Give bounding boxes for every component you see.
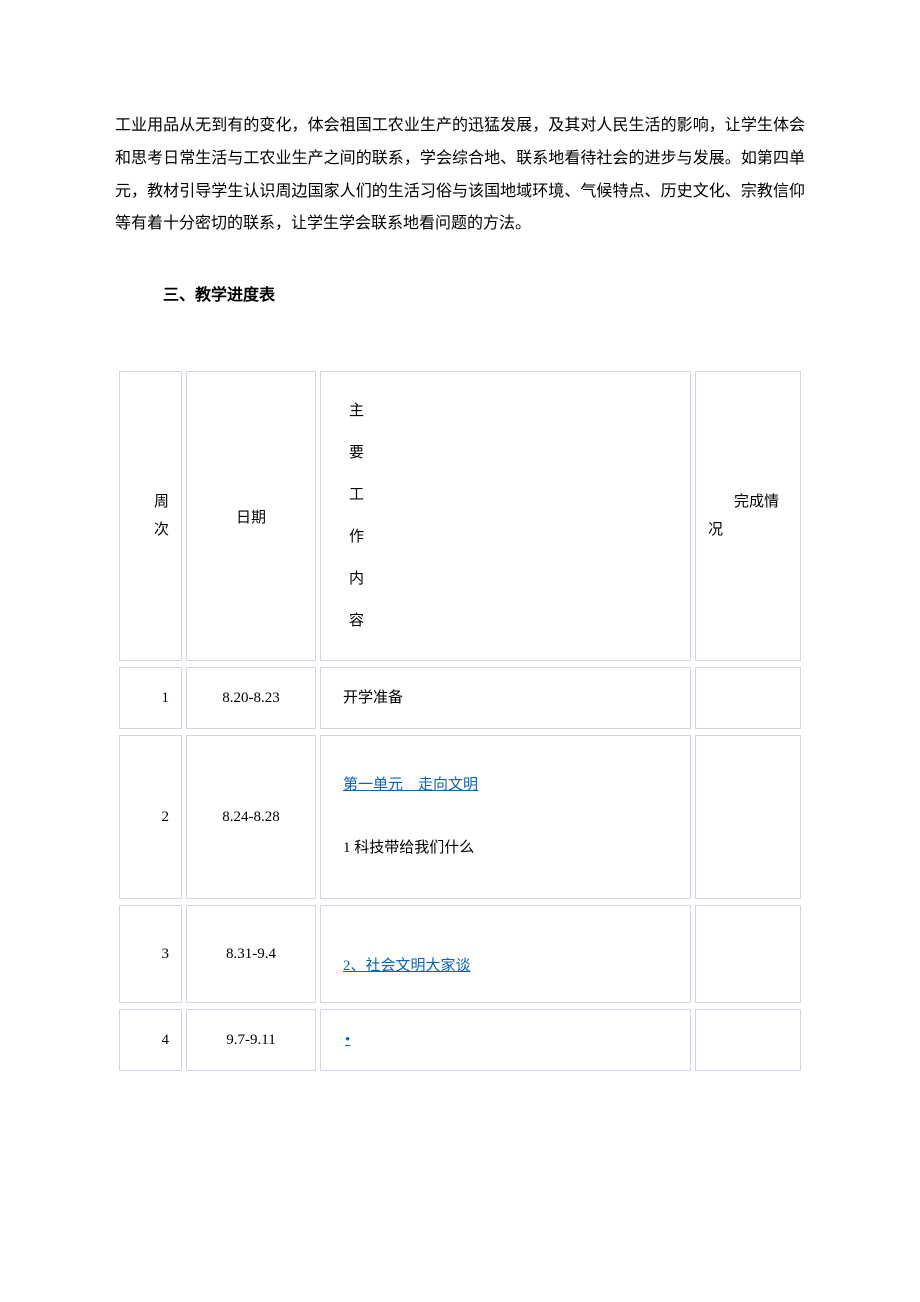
- cell-content: 第一单元 走向文明 1 科技带给我们什么: [320, 735, 691, 899]
- body-paragraph: 工业用品从无到有的变化，体会祖国工农业生产的迅猛发展，及其对人民生活的影响，让学…: [115, 110, 805, 241]
- cell-week: 2: [119, 735, 182, 899]
- cell-week: 4: [119, 1009, 182, 1071]
- cell-status: [695, 667, 801, 729]
- table-header-row: 周次 日期 主 要 工 作 内 容 完成情况: [119, 371, 801, 661]
- cell-status: [695, 1009, 801, 1071]
- cell-status: [695, 905, 801, 1003]
- schedule-table: 周次 日期 主 要 工 作 内 容 完成情况 1 8.20-8.23 开学准备 …: [115, 365, 805, 1077]
- header-content-char: 要: [349, 432, 678, 474]
- dot-icon: •: [345, 1032, 350, 1048]
- cell-date: 9.7-9.11: [186, 1009, 316, 1071]
- table-row: 4 9.7-9.11 •: [119, 1009, 801, 1071]
- cell-week: 3: [119, 905, 182, 1003]
- header-date: 日期: [186, 371, 316, 661]
- header-content-char: 内: [349, 558, 678, 600]
- content-text: 1 科技带给我们什么: [343, 840, 474, 856]
- cell-date: 8.24-8.28: [186, 735, 316, 899]
- header-content-char: 作: [349, 516, 678, 558]
- header-content: 主 要 工 作 内 容: [320, 371, 691, 661]
- table-row: 2 8.24-8.28 第一单元 走向文明 1 科技带给我们什么: [119, 735, 801, 899]
- header-status: 完成情况: [695, 371, 801, 661]
- cell-week: 1: [119, 667, 182, 729]
- cell-content: 2、社会文明大家谈: [320, 905, 691, 1003]
- header-week: 周次: [119, 371, 182, 661]
- table-row: 3 8.31-9.4 2、社会文明大家谈: [119, 905, 801, 1003]
- cell-date: 8.31-9.4: [186, 905, 316, 1003]
- header-content-char: 容: [349, 600, 678, 642]
- cell-content: •: [320, 1009, 691, 1071]
- cell-content: 开学准备: [320, 667, 691, 729]
- cell-date: 8.20-8.23: [186, 667, 316, 729]
- table-row: 1 8.20-8.23 开学准备: [119, 667, 801, 729]
- content-link[interactable]: 第一单元 走向文明: [343, 777, 478, 793]
- content-link[interactable]: 2、社会文明大家谈: [343, 958, 471, 974]
- header-content-char: 工: [349, 474, 678, 516]
- cell-status: [695, 735, 801, 899]
- header-content-char: 主: [349, 390, 678, 432]
- section-heading: 三、教学进度表: [163, 281, 805, 305]
